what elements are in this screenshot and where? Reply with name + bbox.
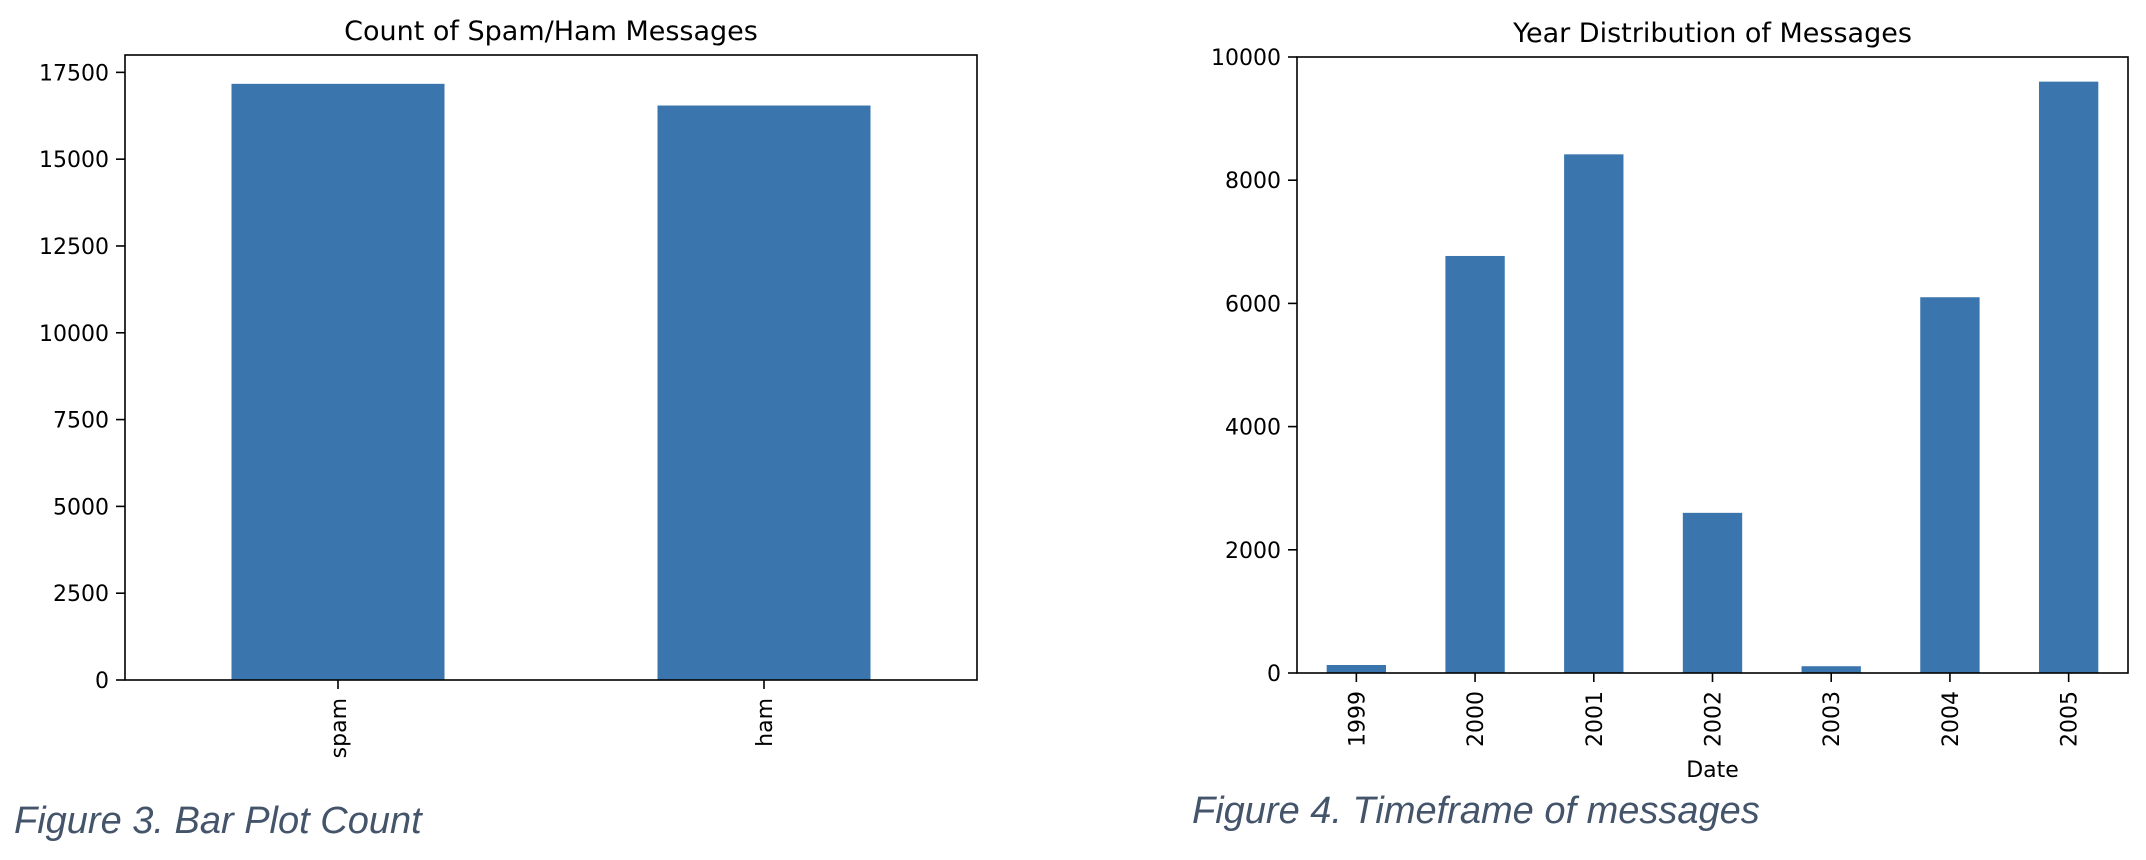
x-tick-label: 2000 (1464, 691, 1489, 747)
y-tick-label: 8000 (1225, 169, 1281, 194)
x-tick-label: 1999 (1345, 691, 1370, 747)
y-tick-label: 10000 (39, 322, 109, 347)
bar-2005 (2038, 81, 2099, 673)
x-tick-label: 2005 (2058, 691, 2083, 747)
y-tick-label: 0 (95, 669, 109, 694)
bar-2002 (1682, 512, 1743, 673)
x-tick-label: ham (753, 698, 778, 747)
bar-spam (231, 83, 445, 680)
x-tick-label: 2004 (1939, 691, 1964, 747)
x-tick-label: spam (327, 698, 352, 758)
y-tick-label: 2500 (53, 582, 109, 607)
bar-1999 (1326, 664, 1387, 673)
chart-title: Count of Spam/Ham Messages (344, 16, 758, 47)
y-tick-label: 12500 (39, 235, 109, 260)
y-tick-label: 17500 (39, 61, 109, 86)
x-axis-label: Date (1686, 758, 1739, 783)
y-tick-label: 6000 (1225, 292, 1281, 317)
chart-title: Year Distribution of Messages (1512, 18, 1912, 49)
x-tick-label: 2002 (1702, 691, 1727, 747)
y-tick-label: 7500 (53, 409, 109, 434)
figure-4-caption: Figure 4. Timeframe of messages (1192, 790, 1760, 832)
y-tick-label: 5000 (53, 495, 109, 520)
year-distribution-chart: Year Distribution of Messages 0 2000 4000 60… (1211, 18, 2129, 783)
bar-ham (657, 105, 871, 681)
bar-2001 (1564, 154, 1624, 673)
bar-2004 (1920, 297, 1980, 673)
x-tick-label: 2001 (1583, 691, 1608, 747)
bar-2000 (1445, 255, 1505, 673)
x-tick-label: 2003 (1820, 691, 1845, 747)
y-tick-label: 2000 (1225, 539, 1281, 564)
plot-frame (124, 54, 978, 681)
figure-3-caption: Figure 3. Bar Plot Count (14, 800, 422, 842)
y-tick-label: 0 (1267, 662, 1281, 687)
bar-2003 (1801, 666, 1861, 673)
y-tick-label: 10000 (1211, 46, 1281, 71)
y-tick-label: 15000 (39, 148, 109, 173)
y-tick-label: 4000 (1225, 416, 1281, 441)
spam-ham-count-chart: Count of Spam/Ham Messages 0 2500 5000 7500 1… (39, 16, 978, 758)
